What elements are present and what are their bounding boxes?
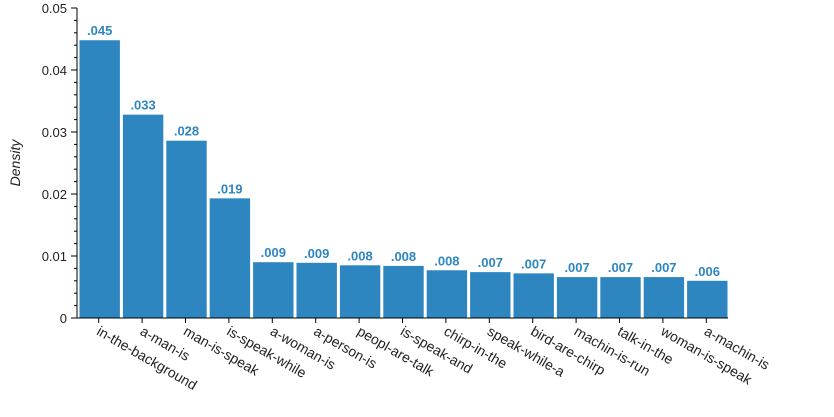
bar-value-label: .045 — [87, 23, 112, 38]
bar — [253, 262, 294, 318]
bar-value-label: .007 — [521, 256, 546, 271]
bar — [296, 262, 337, 318]
bar — [122, 114, 164, 318]
bar-value-label: .028 — [174, 124, 199, 139]
bar — [339, 265, 381, 318]
bar — [556, 277, 598, 318]
bar — [470, 272, 511, 318]
bar — [600, 277, 641, 318]
bar-value-label: .008 — [391, 249, 416, 264]
bar — [79, 40, 120, 319]
y-tick-label: 0.05 — [42, 1, 67, 16]
bar-value-label: .009 — [261, 245, 286, 260]
bar-value-label: .006 — [695, 264, 720, 279]
y-axis: 0 0.01 0.02 0.03 0.04 0.05 — [42, 1, 78, 326]
bar — [687, 280, 728, 318]
bar-value-label: .008 — [434, 253, 459, 268]
y-tick-label: 0.04 — [42, 63, 67, 78]
bar-value-label: .009 — [304, 246, 329, 261]
bar-value-label: .008 — [347, 248, 372, 263]
bar-value-label: .007 — [564, 260, 589, 275]
bar-value-label: .019 — [217, 181, 242, 196]
x-axis: in-the-backgrounda-man-isman-is-speakis-… — [77, 317, 772, 393]
y-tick-label: 0.01 — [42, 249, 67, 264]
bar-value-label: .033 — [130, 98, 155, 113]
bar — [383, 265, 424, 318]
bar — [166, 140, 207, 318]
bar-value-label: .007 — [478, 255, 503, 270]
y-tick-label: 0.02 — [42, 187, 67, 202]
bar-value-label: .007 — [651, 260, 676, 275]
bar — [426, 270, 468, 318]
y-axis-title: Density — [7, 139, 23, 187]
bar-value-label: .007 — [608, 260, 633, 275]
bars: .045 .033 .028 .019 .009 .009 .008 .008 .008 .007… — [79, 23, 728, 319]
bar — [513, 273, 554, 318]
bar — [209, 198, 251, 318]
y-tick-label: 0 — [60, 311, 67, 326]
bar — [643, 277, 685, 318]
y-tick-label: 0.03 — [42, 125, 67, 140]
